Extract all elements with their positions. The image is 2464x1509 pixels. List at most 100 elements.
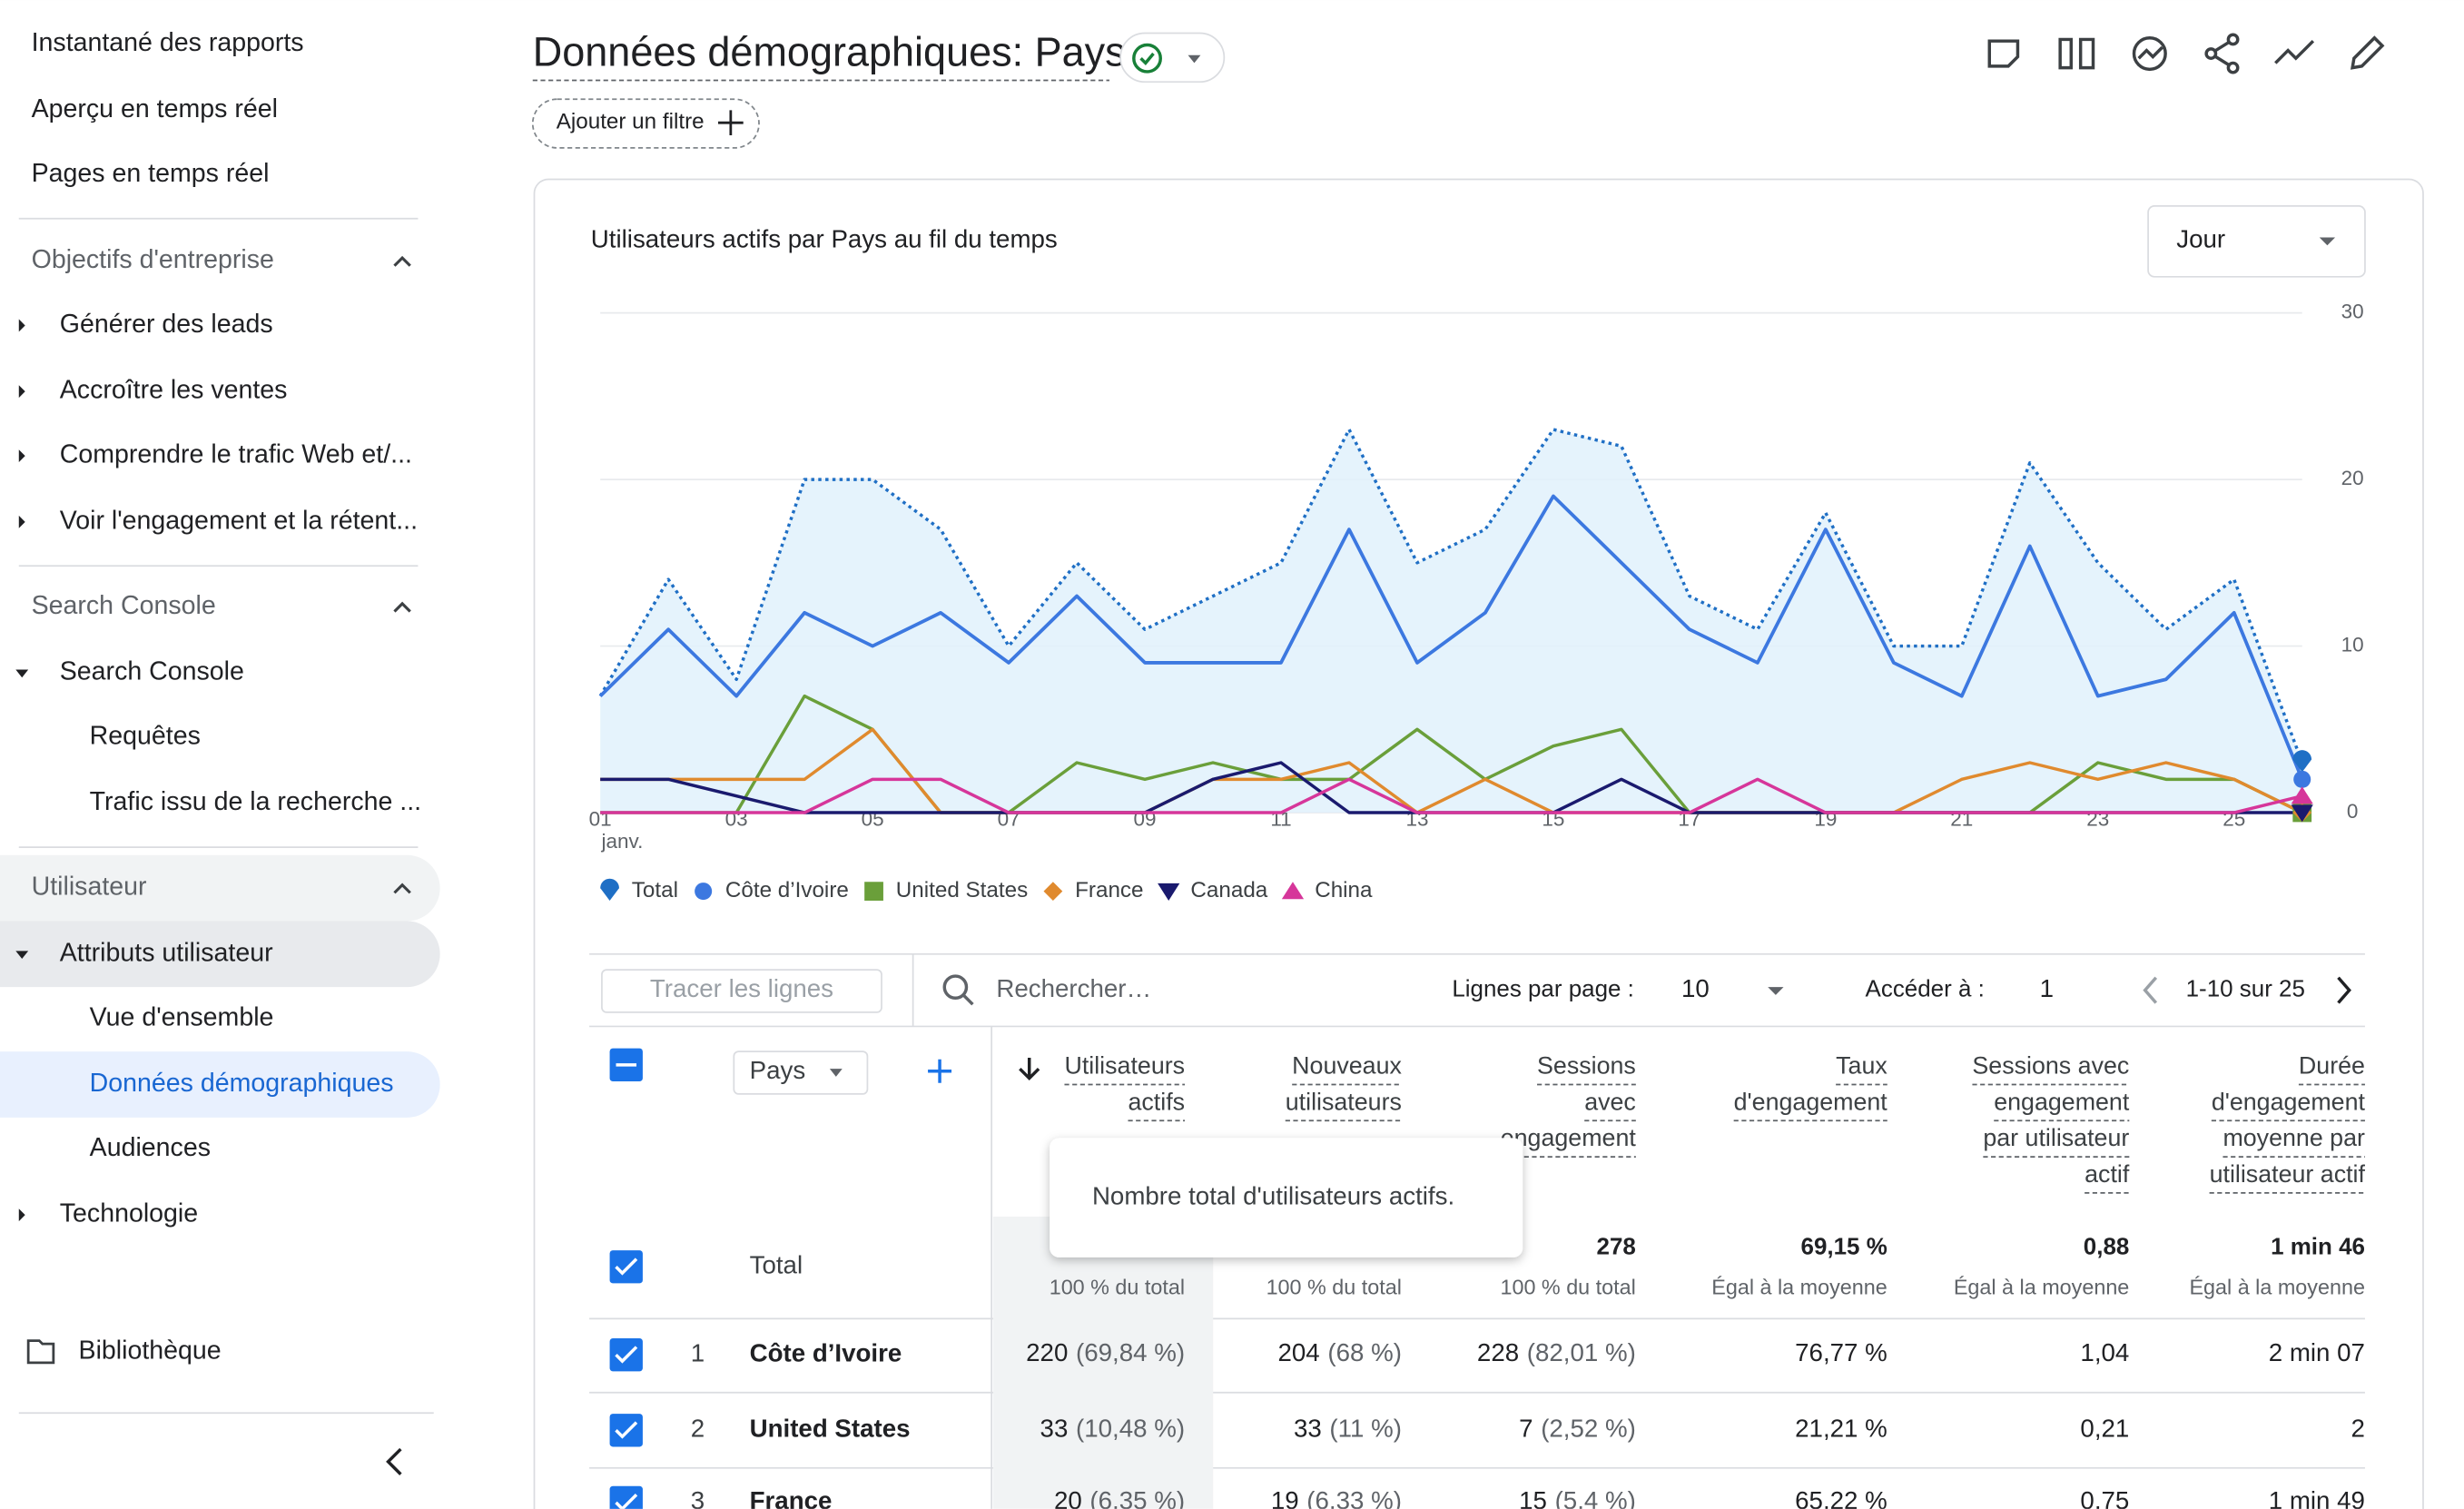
cell-share: (2,52 %)	[1541, 1415, 1636, 1443]
page-range: 1-10 sur 25	[2186, 974, 2305, 1001]
column-header[interactable]: Sessions avec	[1972, 1052, 2129, 1080]
column-header[interactable]: Durée	[2299, 1052, 2365, 1080]
total-checkbox[interactable]	[610, 1250, 643, 1283]
row-rank: 2	[691, 1415, 705, 1443]
cell-value: 2 min 07	[2269, 1339, 2365, 1367]
cell-value: 7	[1519, 1415, 1533, 1443]
nav-item[interactable]: Attributs utilisateur	[60, 938, 273, 967]
column-header[interactable]: Nouveaux	[1292, 1052, 1402, 1080]
cell: 204(68 %)	[1278, 1339, 1402, 1367]
cell-share: (10,48 %)	[1076, 1415, 1185, 1443]
cell: 2	[2351, 1415, 2365, 1443]
sidebar	[0, 0, 456, 1509]
cell-value: 0,75	[2080, 1486, 2129, 1509]
total-value: 278	[1597, 1232, 1636, 1259]
column-header[interactable]: par utilisateur	[1983, 1124, 2129, 1151]
row-checkbox[interactable]	[610, 1414, 643, 1446]
column-header[interactable]: Utilisateurs	[1064, 1052, 1185, 1080]
cell: 220(69,84 %)	[1026, 1339, 1185, 1367]
nav-item[interactable]: Trafic issu de la recherche ...	[90, 787, 421, 816]
legend-label: China	[1315, 878, 1373, 902]
nav-item[interactable]: Vue d'ensemble	[90, 1002, 274, 1031]
y-tick-label: 20	[2341, 467, 2364, 489]
tooltip-text: Nombre total d'utilisateurs actifs.	[1092, 1181, 1454, 1209]
legend-label: Total	[632, 878, 678, 902]
nav-item[interactable]: Search Console	[32, 591, 216, 620]
legend-marker	[864, 882, 883, 901]
nav-item[interactable]: Générer des leads	[60, 310, 273, 339]
cell-share: (6,35 %)	[1089, 1486, 1185, 1509]
total-value: 0,88	[2084, 1232, 2130, 1259]
cell: 21,21 %	[1795, 1415, 1887, 1443]
search-input[interactable]: Rechercher…	[996, 974, 1151, 1002]
legend-label: Canada	[1190, 878, 1267, 902]
dimension-label: Pays	[750, 1056, 806, 1084]
cell: 1 min 49	[2269, 1486, 2365, 1509]
row-checkbox[interactable]	[610, 1338, 643, 1371]
column-header[interactable]: engagement	[1994, 1088, 2130, 1115]
goto-value[interactable]: 1	[2040, 974, 2054, 1002]
cell: 19(6,33 %)	[1271, 1486, 1402, 1509]
nav-item[interactable]: Instantané des rapports	[32, 28, 304, 57]
nav-item[interactable]: Données démographiques	[90, 1069, 394, 1098]
chart-title: Utilisateurs actifs par Pays au fil du t…	[591, 224, 1058, 252]
nav-item[interactable]: Accroître les ventes	[60, 376, 288, 405]
goto-label: Accéder à :	[1866, 974, 1985, 1001]
trace-rows-label: Tracer les lignes	[650, 974, 833, 1002]
column-header[interactable]: d'engagement	[2212, 1088, 2366, 1115]
nav-item[interactable]: Aperçu en temps réel	[32, 94, 278, 123]
cell-share: (69,84 %)	[1076, 1339, 1185, 1367]
cell-value: 1 min 49	[2269, 1486, 2365, 1509]
nav-item[interactable]: Technologie	[60, 1199, 198, 1228]
cell-value: 76,77 %	[1795, 1339, 1887, 1367]
y-tick-label: 30	[2341, 301, 2364, 323]
report-card	[534, 180, 2423, 1509]
column-header[interactable]: Sessions	[1537, 1052, 1636, 1080]
cell: 2 min 07	[2269, 1339, 2365, 1367]
column-header[interactable]: d'engagement	[1734, 1088, 1888, 1115]
total-note: Égal à la moyenne	[1954, 1276, 2130, 1299]
cell-value: 19	[1271, 1486, 1299, 1509]
x-unit-label: janv.	[600, 830, 643, 853]
column-header[interactable]: actif	[2085, 1160, 2130, 1188]
nav-item[interactable]: Audiences	[90, 1133, 211, 1162]
cell: 65,22 %	[1795, 1486, 1887, 1509]
row-country: United States	[750, 1415, 911, 1443]
cell-share: (82,01 %)	[1527, 1339, 1636, 1367]
legend-label: United States	[896, 878, 1028, 902]
cell-value: 20	[1054, 1486, 1082, 1509]
add-filter-label: Ajouter un filtre	[557, 110, 705, 134]
cell: 1,04	[2080, 1339, 2129, 1367]
cell: 0,21	[2080, 1415, 2129, 1443]
column-header[interactable]: actifs	[1128, 1088, 1185, 1115]
nav-item[interactable]: Requêtes	[90, 722, 201, 751]
nav-item[interactable]: Bibliothèque	[79, 1336, 222, 1365]
cell-value: 33	[1294, 1415, 1322, 1443]
cell-share: (5,4 %)	[1555, 1486, 1636, 1509]
column-header[interactable]: Taux	[1836, 1052, 1887, 1080]
nav-item[interactable]: Voir l'engagement et la rétent...	[60, 506, 418, 535]
column-header[interactable]: utilisateurs	[1286, 1088, 1402, 1115]
column-header[interactable]: utilisateur actif	[2210, 1160, 2366, 1188]
nav-item[interactable]: Objectifs d'entreprise	[32, 245, 274, 274]
page-title: Données démographiques: Pays	[533, 29, 1126, 75]
column-header[interactable]: avec	[1584, 1088, 1636, 1115]
legend-marker	[695, 883, 712, 900]
period-value: Jour	[2176, 224, 2225, 252]
nav-item[interactable]: Utilisateur	[32, 873, 147, 902]
cell-value: 1,04	[2080, 1339, 2129, 1367]
row-rank: 1	[691, 1339, 705, 1367]
cell-share: (68 %)	[1327, 1339, 1402, 1367]
status-chip[interactable]	[1120, 34, 1224, 83]
rows-per-page-label: Lignes par page :	[1452, 974, 1634, 1001]
nav-item[interactable]: Search Console	[60, 657, 244, 686]
rows-per-page-value[interactable]: 10	[1681, 974, 1710, 1002]
nav-item[interactable]: Pages en temps réel	[32, 159, 270, 188]
nav-item[interactable]: Comprendre le trafic Web et/...	[60, 440, 412, 469]
legend-label: France	[1075, 878, 1143, 902]
tooltip: Nombre total d'utilisateurs actifs.	[1050, 1138, 1523, 1258]
cell: 228(82,01 %)	[1477, 1339, 1636, 1367]
total-note: Égal à la moyenne	[1711, 1276, 1887, 1299]
column-header[interactable]: moyenne par	[2223, 1124, 2365, 1151]
